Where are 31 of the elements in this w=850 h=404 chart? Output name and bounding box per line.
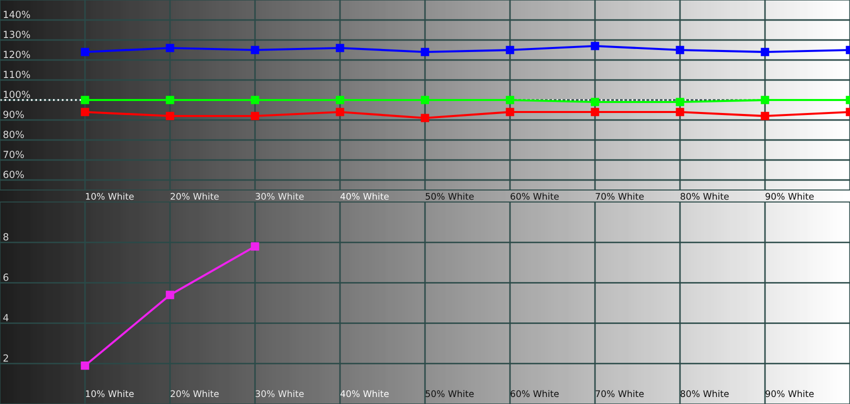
x-tick-label: 80% White	[680, 192, 729, 200]
x-tick-label: 10% White	[86, 192, 134, 200]
x-tick-label: 30% White	[256, 192, 304, 200]
y-tick-label: 140%	[4, 10, 30, 18]
x-tick-label: 50% White	[426, 192, 474, 200]
y-tick-label: 110%	[4, 70, 30, 78]
x-tick-label: 50% White	[426, 390, 474, 398]
x-tick-label: 20% White	[170, 192, 219, 200]
y-tick-label: 130%	[4, 30, 30, 38]
x-tick-label: 20% White	[170, 390, 219, 398]
x-tick-label: 10% White	[86, 390, 134, 398]
y-tick-label: 80%	[3, 130, 24, 138]
x-tick-label: 30% White	[256, 390, 304, 398]
x-tick-label: 40% White	[340, 192, 389, 200]
x-tick-label: 90% White	[766, 192, 814, 200]
x-tick-label: 40% White	[340, 390, 389, 398]
y-tick-label: 4	[3, 314, 8, 322]
y-tick-label: 70%	[4, 150, 24, 158]
y-tick-label: 8	[3, 233, 8, 241]
x-tick-label: 70% White	[596, 192, 644, 200]
x-tick-label: 90% White	[766, 390, 814, 398]
x-tick-label: 70% White	[596, 390, 644, 398]
x-tick-label: 80% White	[680, 390, 729, 398]
y-tick-label: 100%	[4, 90, 30, 98]
y-tick-label: 2	[3, 354, 8, 362]
y-tick-label: 60%	[3, 170, 24, 178]
y-tick-label: 120%	[4, 50, 30, 58]
x-tick-label: 60% White	[510, 192, 559, 200]
x-tick-label: 60% White	[510, 390, 559, 398]
y-tick-label: 6	[3, 274, 8, 281]
y-tick-label: 90%	[3, 110, 24, 118]
